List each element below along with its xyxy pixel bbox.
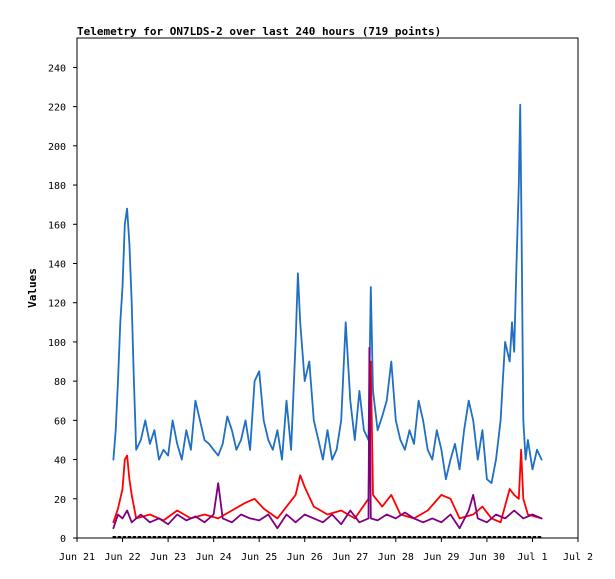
x-tick-label: Jun 30	[469, 552, 505, 563]
y-tick-label: 40	[54, 456, 66, 467]
y-tick-label: 100	[48, 338, 66, 349]
x-tick-label: Jul 1	[517, 552, 547, 563]
x-tick-label: Jun 21	[59, 552, 95, 563]
x-tick-label: Jun 22	[104, 552, 140, 563]
x-axis: Jun 21 Jun 22 Jun 23 Jun 24 Jun 25 Jun 26 Jun …	[59, 538, 593, 563]
y-tick-label: 200	[48, 142, 66, 153]
series-line-1	[112, 103, 543, 484]
y-tick-label: 160	[48, 220, 66, 231]
x-tick-label: Jun 26	[287, 552, 323, 563]
y-tick-label: 140	[48, 259, 66, 270]
y-tick-label: 240	[48, 63, 66, 74]
x-tick-label: Jun 27	[332, 552, 368, 563]
x-tick-label: Jun 29	[423, 552, 459, 563]
y-tick-label: 220	[48, 103, 66, 114]
y-tick-label: 120	[48, 299, 66, 310]
y-tick-label: 60	[54, 416, 66, 427]
y-tick-label: 0	[60, 534, 66, 545]
y-axis-label: Values	[26, 268, 39, 308]
series-line-3	[112, 346, 543, 530]
series-group	[112, 103, 543, 538]
plot-area	[76, 37, 579, 539]
series-line-2	[112, 360, 543, 524]
x-tick-label: Jun 23	[150, 552, 186, 563]
y-tick-label: 80	[54, 377, 66, 388]
y-tick-label: 180	[48, 181, 66, 192]
x-tick-label: Jun 25	[241, 552, 277, 563]
x-tick-label: Jun 24	[196, 552, 232, 563]
chart-title: Telemetry for ON7LDS-2 over last 240 hou…	[77, 25, 441, 38]
y-axis: 0 20 40 60 80 100 120 140 160 180 200 220 240	[48, 63, 77, 545]
x-tick-label: Jul 2	[563, 552, 593, 563]
y-tick-label: 20	[54, 495, 66, 506]
x-tick-label: Jun 28	[378, 552, 414, 563]
